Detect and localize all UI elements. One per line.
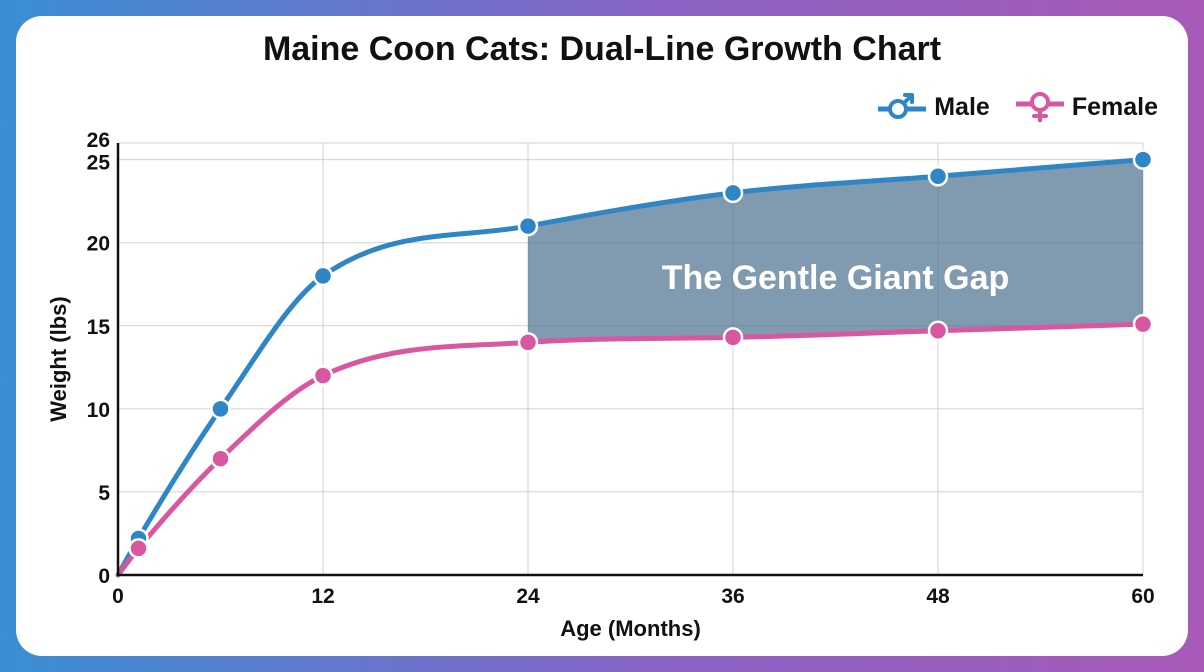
data-point-female (210, 448, 231, 469)
x-tick-label: 48 (926, 585, 950, 608)
x-tick-label: 12 (311, 585, 334, 608)
y-tick-label: 5 (98, 482, 110, 505)
x-tick-label: 24 (516, 585, 540, 608)
chart-legend: Male Female (852, 92, 1158, 122)
data-point-male (210, 398, 231, 420)
axes (116, 143, 1143, 577)
y-tick-label: 10 (87, 399, 110, 422)
data-point-female (927, 320, 949, 342)
data-point-male (312, 265, 334, 287)
legend-item-male: Male (878, 92, 990, 122)
series-markers (128, 149, 1154, 559)
chart-title: Maine Coon Cats: Dual-Line Growth Chart (262, 30, 942, 68)
x-axis-label: Age (Months) (560, 616, 701, 641)
gentle-giant-gap-region (528, 159, 1143, 343)
series-line-female (115, 321, 1146, 578)
legend-label-male: Male (934, 92, 990, 121)
data-point-female (517, 332, 539, 353)
x-tick-label: 36 (721, 585, 744, 608)
gap-annotation-label: The Gentle Giant Gap (662, 259, 1010, 297)
data-point-male (517, 215, 539, 237)
data-point-female (312, 365, 334, 386)
x-tick-label: 0 (112, 585, 124, 608)
y-axis-label: Weight (lbs) (46, 296, 71, 421)
legend-item-female: Female (1015, 92, 1158, 122)
data-point-female (128, 538, 149, 559)
y-tick-label: 25 (87, 152, 111, 175)
x-tick-label: 60 (1131, 585, 1154, 608)
gap-shaded-area (528, 159, 1143, 343)
y-tick-label: 26 (87, 129, 110, 152)
male-symbol-icon (878, 93, 927, 119)
data-point-female (722, 327, 744, 348)
data-point-male (927, 165, 949, 187)
y-tick-label: 0 (98, 565, 110, 588)
data-point-male (722, 182, 744, 204)
y-tick-label: 15 (87, 316, 111, 339)
data-point-female (1132, 313, 1154, 335)
y-tick-label: 20 (87, 233, 110, 256)
legend-label-female: Female (1071, 92, 1158, 121)
female-symbol-icon (1015, 92, 1064, 122)
data-point-male (1132, 149, 1154, 170)
